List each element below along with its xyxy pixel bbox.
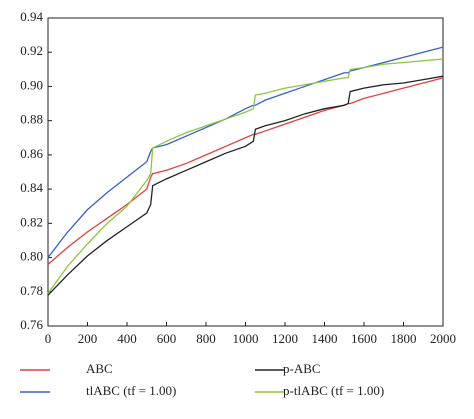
x-tick-label: 2000 bbox=[430, 331, 456, 346]
x-tick-label: 1000 bbox=[233, 331, 259, 346]
x-tick-label: 200 bbox=[78, 331, 98, 346]
series-line bbox=[47, 46, 444, 258]
y-tick-label: 0.94 bbox=[20, 9, 43, 24]
x-tick-label: 600 bbox=[157, 331, 177, 346]
x-tick-label: 0 bbox=[45, 331, 52, 346]
legend-label: p-ABC bbox=[283, 361, 321, 376]
x-tick-label: 1800 bbox=[391, 331, 417, 346]
legend-label: ABC bbox=[86, 361, 113, 376]
x-tick-label: 1400 bbox=[312, 331, 338, 346]
y-tick-label: 0.90 bbox=[20, 77, 43, 92]
legend-label: tlABC (tf = 1.00) bbox=[86, 383, 176, 398]
x-tick-label: 800 bbox=[196, 331, 216, 346]
x-tick-label: 400 bbox=[117, 331, 137, 346]
series-line bbox=[47, 77, 444, 265]
y-tick-label: 0.92 bbox=[20, 43, 43, 58]
y-tick-label: 0.86 bbox=[20, 146, 43, 161]
y-tick-label: 0.78 bbox=[20, 283, 43, 298]
y-tick-label: 0.82 bbox=[20, 214, 43, 229]
y-tick-label: 0.84 bbox=[20, 180, 43, 195]
legend-label: p-tlABC (tf = 1.00) bbox=[283, 383, 384, 398]
series-line bbox=[47, 58, 444, 294]
y-tick-label: 0.80 bbox=[20, 249, 43, 264]
y-tick-label: 0.88 bbox=[20, 112, 43, 127]
x-tick-label: 1200 bbox=[272, 331, 298, 346]
x-tick-label: 1600 bbox=[351, 331, 377, 346]
y-tick-label: 0.76 bbox=[20, 317, 43, 332]
series-line bbox=[47, 75, 444, 296]
